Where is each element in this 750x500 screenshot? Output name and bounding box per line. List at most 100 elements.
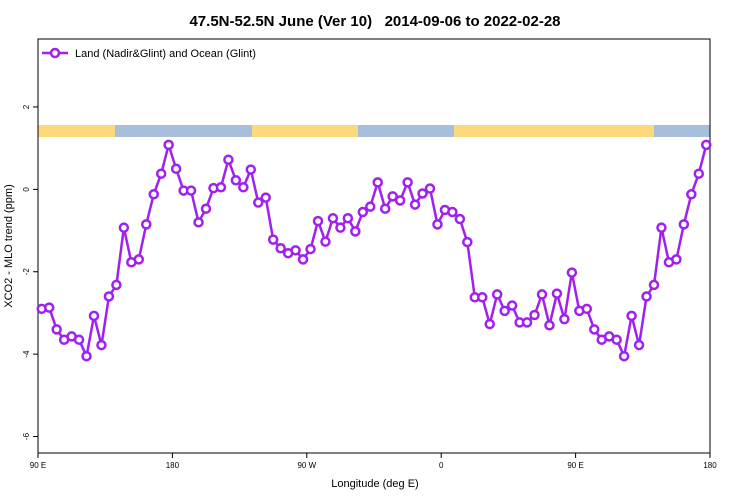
data-point [648, 279, 660, 291]
data-point [163, 139, 174, 151]
data-point [671, 254, 682, 265]
data-point [96, 339, 107, 351]
data-point [551, 288, 563, 299]
y-axis-label: XCO2 - MLO trend (ppm) [3, 184, 15, 307]
data-point [238, 182, 249, 193]
data-point [253, 197, 264, 208]
data-point [267, 234, 279, 245]
data-point [88, 310, 100, 322]
data-point [73, 334, 85, 345]
data-point [432, 219, 443, 230]
series [36, 139, 712, 362]
data-point [641, 291, 652, 302]
x-tick-label: 0 [439, 461, 444, 470]
data-point [223, 154, 234, 165]
band-land [252, 125, 358, 137]
data-point [499, 305, 510, 317]
band-land [38, 125, 115, 137]
data-point [320, 236, 331, 247]
data-point [656, 222, 667, 233]
data-point [372, 177, 383, 188]
data-point [506, 300, 518, 311]
data-point [155, 168, 167, 179]
data-point [111, 279, 122, 291]
data-point [387, 191, 398, 202]
band-land [454, 125, 654, 137]
data-point [484, 318, 495, 330]
data-point [342, 212, 354, 224]
data-point [424, 183, 436, 194]
data-point [118, 222, 130, 233]
data-point [215, 182, 227, 193]
data-point [536, 289, 548, 300]
plot-frame [37, 38, 711, 454]
data-point [193, 217, 204, 228]
data-point [581, 303, 593, 315]
data-point [447, 206, 458, 218]
data-point [350, 226, 361, 237]
data-point [611, 334, 622, 345]
band-ocean [115, 125, 252, 137]
data-point [686, 189, 697, 200]
y-tick-label: -2 [22, 268, 31, 276]
data-point [379, 203, 391, 214]
x-tick-label: 90 E [30, 461, 46, 470]
y-tick-label: -6 [22, 432, 31, 440]
data-point [402, 177, 413, 188]
x-tick-label: 90 E [567, 461, 583, 470]
data-point [103, 291, 115, 302]
x-tick-label: 180 [703, 461, 717, 470]
data-point [133, 254, 145, 265]
band-ocean [358, 125, 454, 137]
data-point [521, 317, 533, 328]
data-point [394, 195, 406, 206]
data-point [335, 222, 346, 233]
data-point [327, 212, 339, 224]
data-point [245, 164, 257, 175]
data-point [529, 309, 540, 321]
data-point [275, 243, 286, 254]
data-point [477, 292, 488, 303]
data-point [701, 139, 712, 151]
data-point [678, 219, 690, 230]
data-point [141, 219, 152, 230]
data-point [51, 324, 62, 335]
land-ocean-band [38, 125, 710, 137]
y-tick-label: 0 [22, 187, 31, 192]
y-tick-label: 2 [22, 104, 31, 109]
legend-label: Land (Nadir&Glint) and Ocean (Glint) [75, 48, 256, 60]
chart-title: 47.5N-52.5N June (Ver 10) 2014-09-06 to … [189, 13, 560, 30]
data-point [200, 203, 212, 214]
legend-marker [49, 47, 61, 59]
data-point [357, 206, 369, 218]
data-point [43, 302, 55, 313]
data-point [297, 254, 309, 265]
data-point [589, 324, 600, 335]
x-tick-label: 90 W [297, 461, 316, 470]
data-point [626, 310, 637, 322]
x-axis-label: Longitude (deg E) [331, 478, 418, 490]
data-point [409, 199, 421, 210]
data-point [462, 236, 473, 248]
band-ocean [654, 125, 710, 137]
data-point [559, 313, 570, 325]
data-point [566, 267, 578, 278]
data-point [417, 188, 428, 199]
data-point [185, 185, 197, 196]
data-point [454, 213, 466, 225]
data-point [618, 350, 630, 362]
data-point [260, 192, 271, 203]
data-point [290, 245, 301, 256]
data-point [170, 163, 182, 175]
data-point [148, 189, 159, 200]
data-point [365, 201, 376, 212]
data-point [81, 350, 92, 362]
data-point [312, 215, 324, 227]
y-tick-label: -4 [22, 350, 31, 358]
data-point [633, 339, 645, 351]
x-tick-label: 180 [166, 461, 180, 470]
data-point [491, 289, 503, 300]
legend: Land (Nadir&Glint) and Ocean (Glint) [42, 47, 256, 60]
